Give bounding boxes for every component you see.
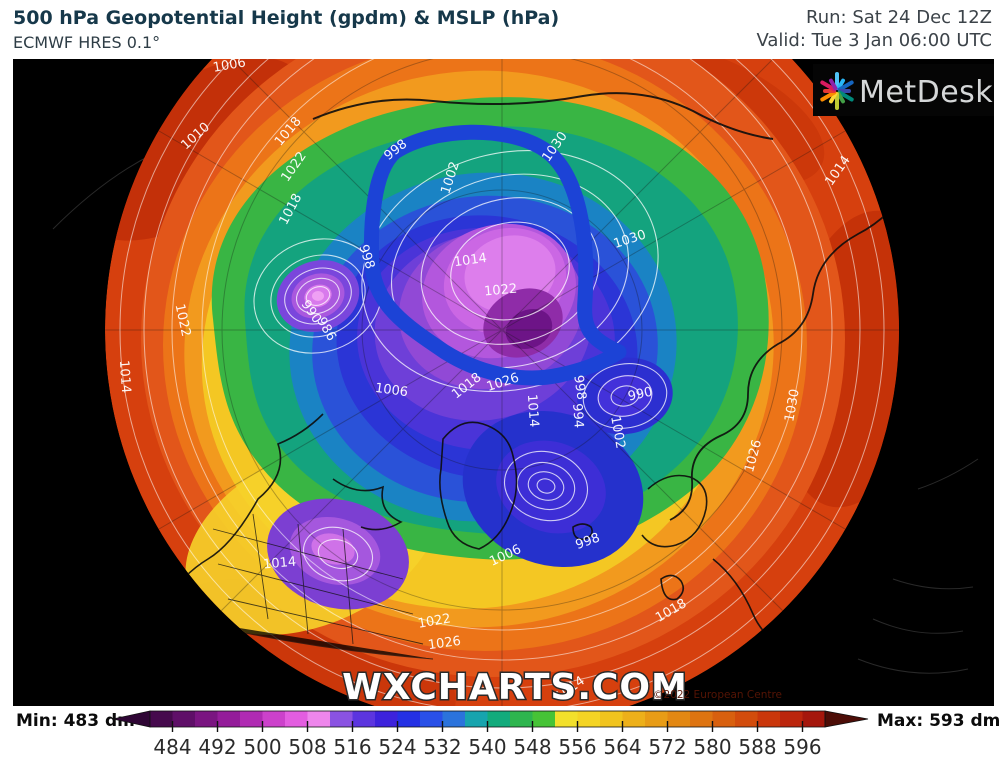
colorbar: Min: 483 dm 484 492 500 508 516 524 532 540 548 5…	[16, 710, 1000, 759]
colorbar-segment	[802, 711, 826, 727]
contour-label: 998	[355, 243, 377, 271]
contour-label: 1014	[263, 555, 297, 573]
colorbar-tick-value: 540	[468, 735, 506, 759]
height-field	[105, 59, 899, 706]
contour-label: 1026	[427, 634, 462, 653]
colorbar-segment	[645, 711, 668, 727]
contour-label: 1002	[607, 415, 628, 450]
colorbar-tick-value: 484	[153, 735, 191, 759]
contour-label: 1030	[782, 388, 803, 423]
colorbar-segment	[240, 711, 263, 727]
colorbar-segment	[330, 711, 353, 727]
page-title: 500 hPa Geopotential Height (gpdm) & MSL…	[13, 7, 560, 29]
coastlines	[162, 92, 899, 655]
colorbar-right-arrow	[824, 710, 869, 728]
contour-label: 1014	[116, 360, 133, 394]
map-container: 1006 1010 1018 1022 1018 1022 1014 998 1002 1030 1…	[13, 59, 994, 706]
pinwheel-spoke	[829, 78, 838, 91]
colorbar-segment	[420, 711, 443, 727]
colorbar-segment	[712, 711, 736, 727]
contour-label: 1014	[453, 251, 488, 270]
corner-contours	[52, 153, 979, 674]
colorbar-tick-value: 572	[648, 735, 686, 759]
logo-wordmark: MetDesk	[859, 75, 993, 110]
pinwheel-spoke	[820, 90, 837, 102]
colorbar-segment	[487, 711, 511, 727]
mslp-contours	[119, 59, 885, 706]
watermark: WXCHARTS.COM	[342, 667, 688, 706]
colorbar-segment	[600, 711, 623, 727]
colorbar-segment	[690, 711, 713, 727]
contour-label: 1022	[417, 611, 452, 632]
colorbar-segment	[757, 711, 781, 727]
colorbar-segment	[397, 711, 421, 727]
annotation-circle	[363, 124, 627, 386]
contour-label: 998	[570, 374, 588, 401]
colorbar-segment	[375, 711, 398, 727]
pinwheel-spoke	[836, 91, 845, 104]
colorbar-segment	[262, 711, 286, 727]
colorbar-segment	[622, 711, 646, 727]
contour-label: 1006	[374, 381, 409, 400]
contour-label: 1022	[484, 282, 518, 300]
run-valid-block: Run: Sat 24 Dec 12Z Valid: Tue 3 Jan 06:…	[756, 7, 992, 52]
colorbar-ticks	[171, 721, 804, 732]
colorbar-tick-value: 532	[423, 735, 461, 759]
colorbar-tick-value: 508	[288, 735, 326, 759]
contour-label: 994	[569, 403, 586, 429]
pinwheel-spoke	[836, 78, 845, 91]
colorbar-segment	[195, 711, 218, 727]
colorbar-tick-value: 492	[198, 735, 236, 759]
colorbar-tick-labels: 484 492 500 508 516 524 532 540 548 556 564 572 580 5…	[153, 735, 821, 759]
metdesk-logo: MetDesk	[813, 64, 994, 116]
pinwheel-spoke	[829, 91, 838, 104]
colorbar-segment	[442, 711, 466, 727]
colorbar-tick-value: 548	[513, 735, 551, 759]
colorbar-segment	[285, 711, 308, 727]
copyright-text: ©2022 European Centre	[653, 689, 782, 701]
colorbar-tick-value: 588	[738, 735, 776, 759]
colorbar-segment	[667, 711, 691, 727]
colorbar-tick-value: 564	[603, 735, 641, 759]
colorbar-min-label: Min: 483 dm	[16, 711, 135, 731]
colorbar-segments	[150, 711, 826, 727]
valid-label: Valid: Tue 3 Jan 06:00 UTC	[756, 29, 992, 51]
colorbar-tick-value: 500	[243, 735, 281, 759]
colorbar-tick-value: 596	[783, 735, 821, 759]
metdesk-pinwheel-icon	[820, 72, 854, 110]
colorbar-segment	[465, 711, 488, 727]
colorbar-tick-value: 556	[558, 735, 596, 759]
colorbar-segment	[532, 711, 556, 727]
colorbar-segment	[780, 711, 803, 727]
contour-label: 1006	[212, 59, 247, 76]
run-label: Run: Sat 24 Dec 12Z	[806, 7, 992, 28]
colorbar-segment	[735, 711, 758, 727]
pinwheel-spoke	[820, 80, 837, 92]
colorbar-max-label: Max: 593 dm	[877, 711, 1000, 731]
pinwheel-spoke	[837, 90, 854, 102]
colorbar-segment	[307, 711, 331, 727]
colorbar-segment	[217, 711, 241, 727]
colorbar-segment	[352, 711, 376, 727]
model-subtitle: ECMWF HRES 0.1°	[13, 33, 161, 52]
colorbar-segment	[172, 711, 196, 727]
contour-label: 1014	[524, 394, 541, 428]
colorbar-segment	[150, 711, 173, 727]
colorbar-segment	[555, 711, 578, 727]
colorbar-segment	[577, 711, 601, 727]
pinwheel-spoke	[837, 80, 854, 92]
contour-label: 990	[627, 385, 654, 405]
colorbar-tick-value: 524	[378, 735, 416, 759]
state-borders	[182, 513, 434, 660]
colorbar-tick-value: 580	[693, 735, 731, 759]
graticule	[105, 59, 899, 706]
contour-label: 1022	[172, 303, 194, 338]
colorbar-segment	[510, 711, 533, 727]
colorbar-tick-value: 516	[333, 735, 371, 759]
